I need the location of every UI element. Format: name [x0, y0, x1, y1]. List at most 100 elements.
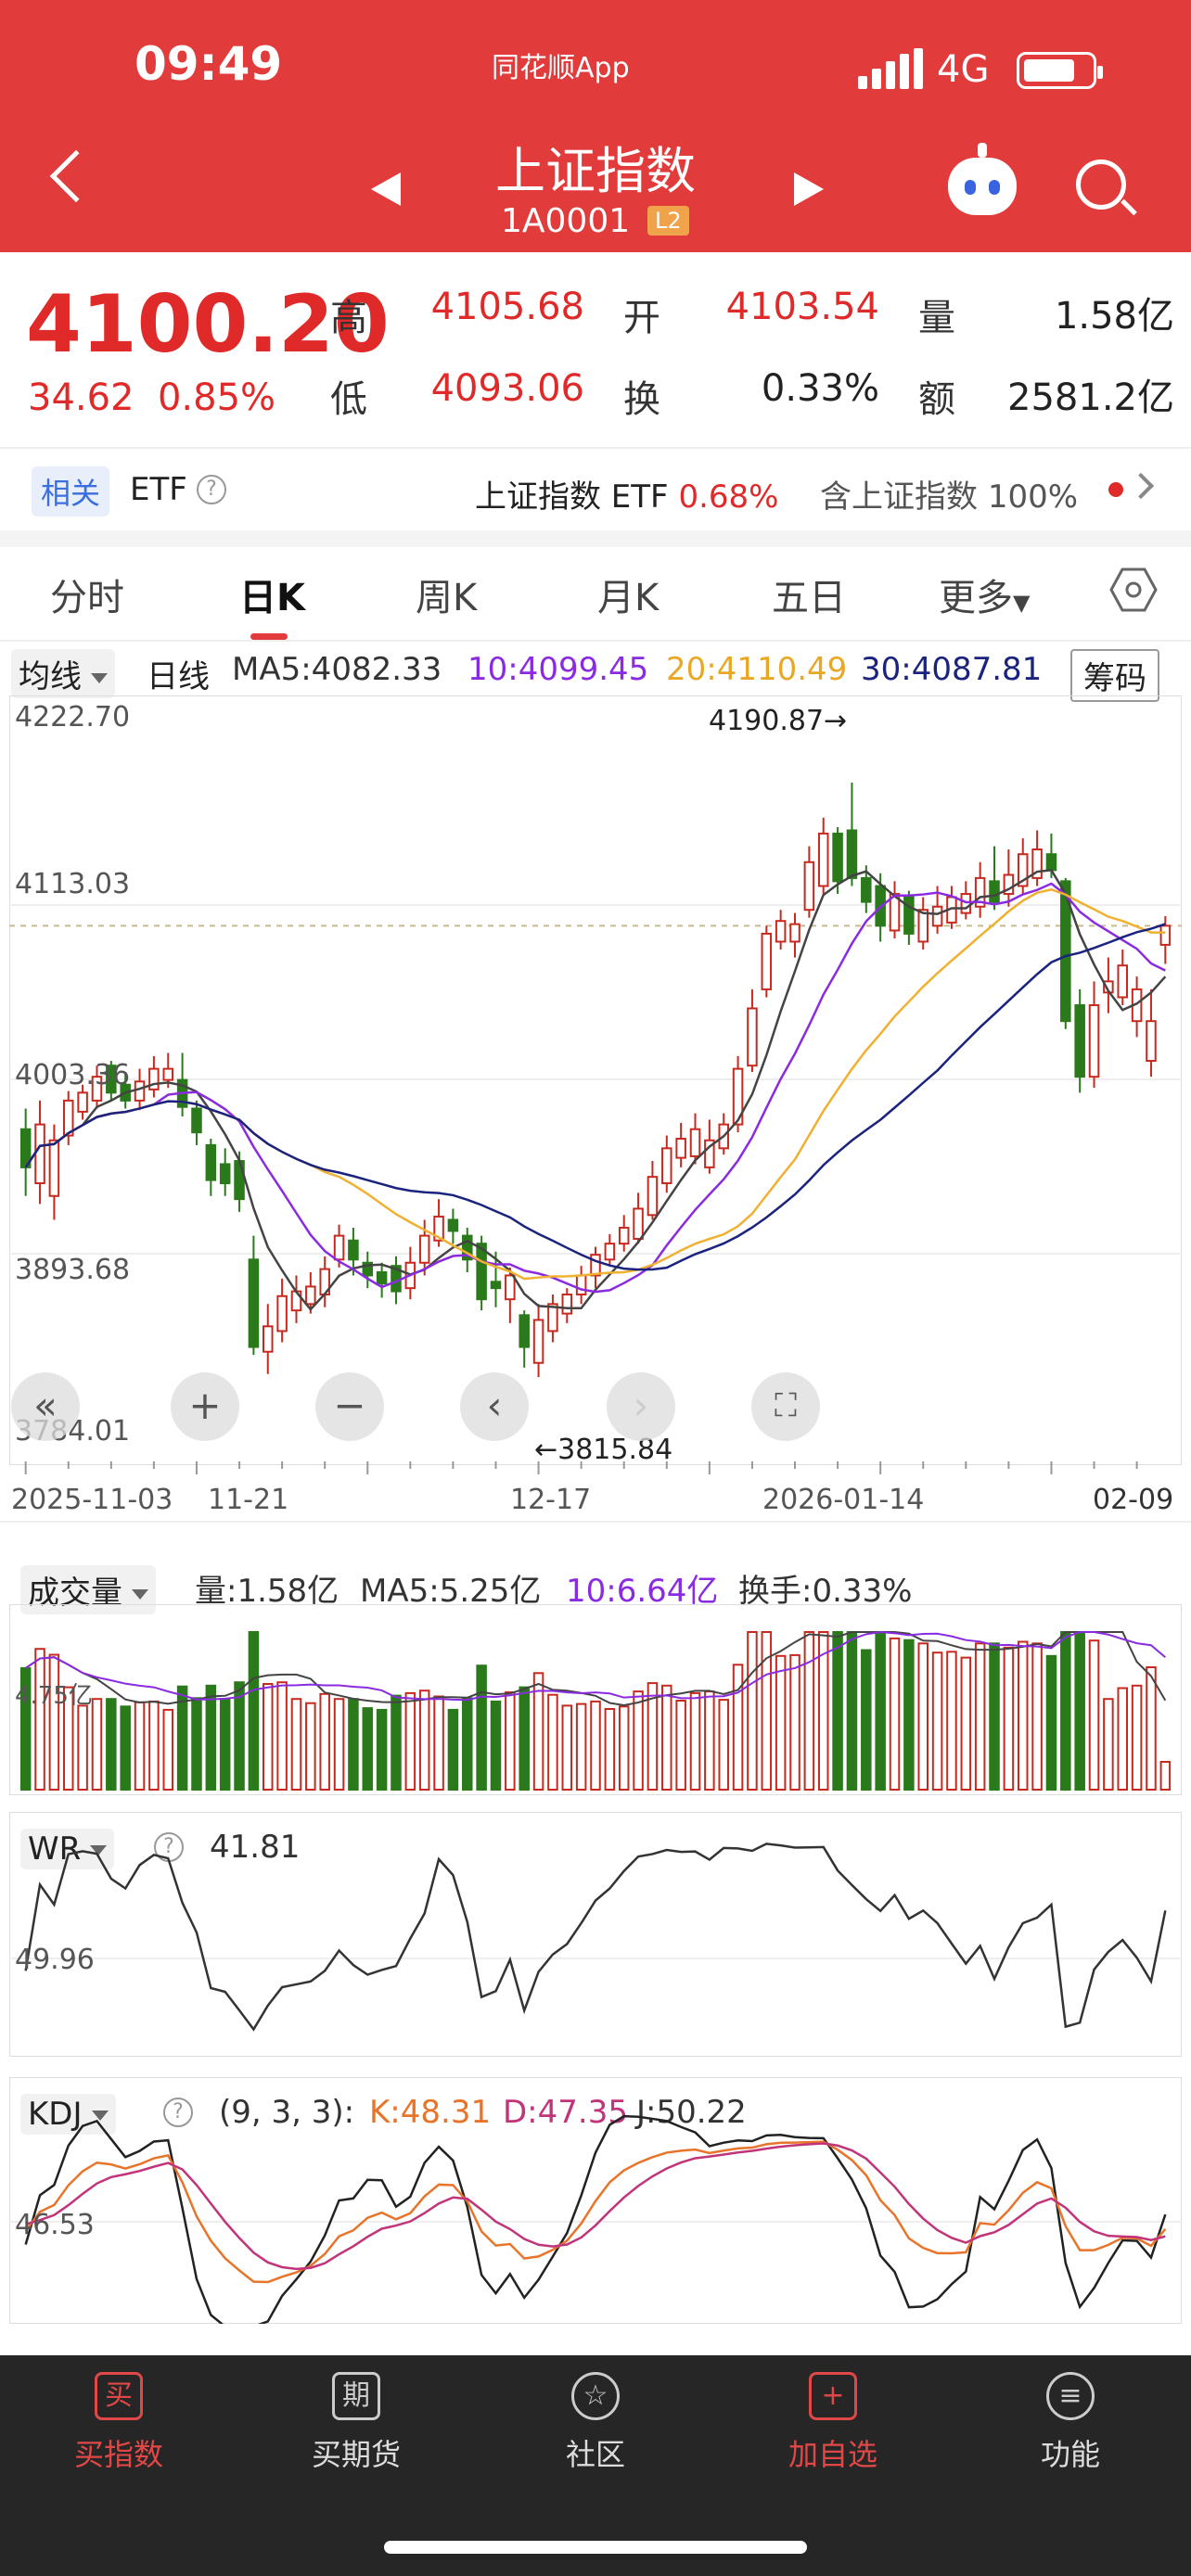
collapse-left-icon[interactable]: « — [11, 1372, 80, 1441]
candle — [889, 881, 901, 939]
kdj-select[interactable]: KDJ — [20, 2094, 116, 2135]
related-etf-link[interactable]: 上证指数 ETF 0.68% — [475, 478, 779, 516]
volume-bar — [903, 1639, 915, 1792]
volume-bar — [162, 1708, 174, 1791]
candle-body — [462, 1234, 473, 1261]
wr-chart[interactable] — [9, 1812, 1182, 2057]
volume-bar — [391, 1694, 402, 1791]
volume-bar — [861, 1649, 872, 1791]
next-stock-icon[interactable] — [794, 172, 824, 206]
candle-body — [803, 861, 815, 912]
settings-hex-icon[interactable] — [1109, 566, 1158, 614]
candle-body — [490, 1281, 502, 1290]
zoom-in-icon[interactable]: + — [171, 1372, 239, 1441]
volume-bar — [462, 1697, 473, 1791]
candle-body — [134, 1080, 146, 1102]
candle-body — [931, 905, 943, 927]
candle — [219, 1148, 231, 1196]
candle-body — [1031, 848, 1043, 879]
candle — [633, 1192, 644, 1244]
prev-stock-icon[interactable] — [371, 172, 401, 206]
nav-functions[interactable]: ≡ 功能 — [1005, 2372, 1135, 2474]
tab-weekly-k[interactable]: 周K — [416, 577, 478, 619]
wr-select[interactable]: WR — [20, 1829, 115, 1869]
candle-body — [889, 893, 901, 932]
related-tag[interactable]: 相关 — [32, 466, 110, 516]
volume-bar — [832, 1631, 843, 1791]
candle — [761, 925, 773, 998]
volume-bar — [547, 1693, 558, 1791]
candle-body — [333, 1234, 345, 1261]
volume-bar — [875, 1631, 886, 1791]
candle — [433, 1199, 444, 1247]
tab-five-day[interactable]: 五日 — [772, 577, 846, 619]
candle-body — [775, 920, 787, 943]
nav-buy-index[interactable]: 买买指数 — [54, 2372, 184, 2474]
candle-body — [604, 1243, 616, 1261]
volume-bar — [433, 1695, 444, 1791]
current-price: 4100.20 — [26, 278, 390, 371]
volume-axis-label: 4.75亿 — [15, 1682, 93, 1710]
contains-index: 含上证指数 100% — [820, 478, 1079, 516]
signal-icon — [858, 48, 923, 89]
scroll-left-icon[interactable]: ‹ — [460, 1372, 529, 1441]
tab-more[interactable]: 更多▼ — [939, 577, 1031, 619]
tab-daily-k[interactable]: 日K — [239, 577, 305, 619]
candle-body — [817, 832, 829, 887]
community-star-icon: ☆ — [571, 2372, 620, 2420]
candle — [1088, 981, 1100, 1089]
candle — [974, 861, 986, 918]
candle — [547, 1294, 558, 1343]
nav-community[interactable]: ☆ 社区 — [531, 2372, 660, 2474]
volume-bar — [532, 1672, 544, 1791]
candle — [775, 910, 787, 950]
volume-bar — [817, 1631, 829, 1791]
volume-bar — [134, 1701, 146, 1791]
volume-chart[interactable] — [9, 1604, 1182, 1795]
chevron-right-icon[interactable] — [1127, 472, 1155, 500]
tab-monthly-k[interactable]: 月K — [597, 577, 660, 619]
price-change: 34.62 0.85% — [28, 376, 276, 419]
candle — [462, 1228, 473, 1273]
candle — [747, 988, 758, 1073]
help-icon[interactable]: ? — [197, 475, 226, 504]
fullscreen-icon[interactable]: ⛶ — [751, 1372, 820, 1441]
kdj-axis-label: 46.53 — [15, 2209, 95, 2241]
tab-timeshare[interactable]: 分时 — [50, 577, 124, 619]
candle — [989, 846, 1000, 911]
nav-buy-futures[interactable]: 期买期货 — [291, 2372, 421, 2474]
volume-bar — [248, 1631, 260, 1791]
volume-bar — [205, 1684, 217, 1791]
max-marker: 4190.87→ — [709, 705, 848, 737]
candle-body — [974, 876, 986, 908]
back-icon[interactable] — [49, 149, 103, 203]
kdj-help-icon[interactable]: ? — [163, 2098, 193, 2127]
scroll-right-icon[interactable]: › — [607, 1372, 675, 1441]
volume-select[interactable]: 成交量 — [20, 1565, 156, 1614]
candle — [1003, 849, 1015, 907]
chips-button[interactable]: 筹码 — [1070, 649, 1159, 702]
nav-add-watchlist[interactable]: + 加自选 — [768, 2372, 898, 2474]
date-label-4: 2026-01-14 — [762, 1484, 925, 1516]
robot-assistant-icon[interactable] — [948, 143, 1017, 215]
candle — [675, 1122, 686, 1167]
candle-body — [1045, 853, 1057, 872]
candle — [490, 1251, 502, 1307]
turnover-label: 换 — [623, 378, 660, 421]
candle — [604, 1233, 616, 1267]
kdj-chart[interactable] — [9, 2077, 1182, 2324]
kline-chart[interactable] — [9, 695, 1182, 1465]
ma-select[interactable]: 均线 — [11, 649, 115, 698]
candle-body — [689, 1128, 701, 1157]
volume-bar — [1103, 1698, 1114, 1791]
volume-bar — [1031, 1642, 1043, 1791]
candle — [1117, 950, 1129, 1006]
zoom-out-icon[interactable]: − — [315, 1372, 384, 1441]
candle — [661, 1135, 672, 1193]
volume-bar — [803, 1631, 815, 1791]
volume-bar — [732, 1664, 744, 1791]
candle-body — [590, 1254, 601, 1277]
candle — [1060, 877, 1071, 1029]
search-icon[interactable] — [1076, 159, 1137, 216]
volume-bar — [219, 1698, 231, 1791]
